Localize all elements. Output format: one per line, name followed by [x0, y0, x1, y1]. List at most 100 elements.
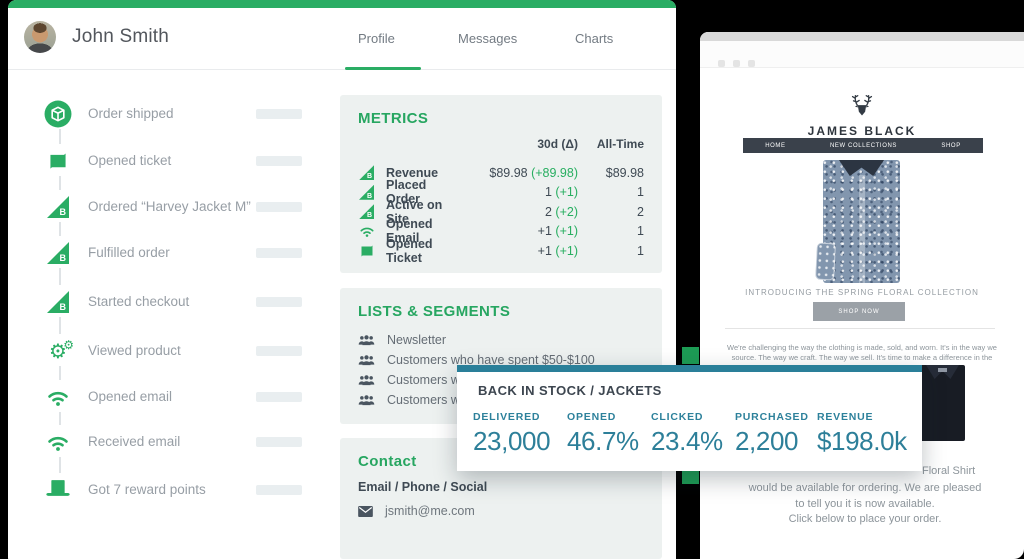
timeline-connector [59, 268, 61, 285]
campaign-title: BACK IN STOCK / JACKETS [478, 383, 662, 398]
timeline-event-label: Order shipped [88, 106, 174, 121]
gear-icon: ⚙ ⚙ [49, 338, 74, 363]
window-dot-icon [748, 60, 755, 67]
bigcommerce-icon [358, 164, 375, 181]
tab-messages[interactable]: Messages [458, 31, 518, 46]
timeline-event-label: Started checkout [88, 294, 190, 309]
timeline-event[interactable]: Received email [44, 426, 334, 456]
bigcommerce-icon [358, 203, 375, 220]
zendesk-icon [358, 242, 375, 259]
timestamp-placeholder [256, 248, 302, 258]
nav-new-collections[interactable]: NEW COLLECTIONS [829, 142, 897, 149]
timeline-event-label: Viewed product [88, 343, 181, 358]
contact-email[interactable]: jsmith@me.com [385, 504, 475, 518]
stat-purchased: PURCHASED 2,200 [735, 411, 809, 456]
timestamp-placeholder [256, 297, 302, 307]
lists-title: LISTS & SEGMENTS [358, 303, 511, 320]
timeline-event[interactable]: Got 7 reward points [44, 474, 334, 504]
window-dot-icon [718, 60, 725, 67]
timeline-event[interactable]: Order shipped [44, 98, 334, 128]
profile-header: John Smith Profile Messages Charts [8, 8, 676, 70]
timeline-event-label: Got 7 reward points [88, 482, 206, 497]
delta-value: (+1) [555, 185, 578, 200]
tab-profile[interactable]: Profile [358, 31, 395, 46]
timeline-event-label: Fulfilled order [88, 245, 170, 260]
envelope-icon [358, 505, 373, 517]
stat-opened: OPENED 46.7% [567, 411, 639, 456]
delta-value: (+89.98) [531, 165, 578, 180]
shirt-cuff [815, 242, 836, 281]
stag-logo-icon [851, 95, 873, 116]
timestamp-placeholder [256, 156, 302, 166]
background-accent [682, 347, 699, 364]
contact-title: Contact [358, 453, 417, 470]
timeline-event[interactable]: Ordered “Harvey Jacket M” [44, 191, 334, 221]
metrics-column-headers: 30d (Δ) All-Time [358, 137, 644, 151]
column-alltime: All-Time [596, 137, 644, 151]
contact-subtitle: Email / Phone / Social [358, 480, 488, 494]
metrics-card: METRICS 30d (Δ) All-Time Revenue $89.98 … [340, 95, 662, 273]
timeline-event-label: Ordered “Harvey Jacket M” [88, 199, 251, 214]
stat-delivered: DELIVERED 23,000 [473, 411, 551, 456]
wifi-icon [358, 223, 375, 240]
timeline-connector [59, 457, 61, 473]
page-title: John Smith [72, 26, 170, 47]
email-preview-window: JAMES BLACK HOME NEW COLLECTIONS SHOP IN… [700, 32, 1024, 559]
timeline-connector [59, 412, 61, 425]
timeline-event-label: Opened ticket [88, 153, 172, 168]
wifi-icon [44, 383, 72, 411]
list-item[interactable]: Newsletter [358, 330, 644, 350]
column-30d: 30d (Δ) [537, 137, 578, 151]
bigcommerce-icon [44, 193, 72, 221]
nav-home[interactable]: HOME [765, 142, 786, 149]
customer-profile-window: John Smith Profile Messages Charts Order… [8, 0, 676, 559]
hero-caption: INTRODUCING THE SPRING FLORAL COLLECTION [745, 288, 979, 297]
wifi-icon [44, 428, 72, 456]
metric-row: Opened Ticket +1 (+1) 1 [358, 237, 644, 265]
campaign-stats-card: BACK IN STOCK / JACKETS DELIVERED 23,000… [457, 365, 922, 471]
metric-row: Opened Email +1 (+1) 1 [358, 217, 644, 245]
timeline-connector [59, 129, 61, 144]
timeline-event[interactable]: Fulfilled order [44, 237, 334, 267]
group-icon [358, 394, 375, 405]
tab-charts[interactable]: Charts [575, 31, 614, 46]
timeline-connector [59, 222, 61, 236]
tophat-icon [44, 476, 72, 504]
timeline-connector [59, 366, 61, 380]
bigcommerce-icon [358, 184, 375, 201]
metric-row: Placed Order 1 (+1) 1 [358, 178, 644, 206]
window-title-bar [700, 32, 1024, 41]
stat-clicked: CLICKED 23.4% [651, 411, 723, 456]
avatar [24, 21, 56, 53]
shop-now-button[interactable]: SHOP NOW [813, 302, 905, 321]
nav-shop[interactable]: SHOP [941, 142, 961, 149]
stat-revenue: REVENUE $198.0k [817, 411, 907, 456]
timeline-event[interactable]: Opened ticket [44, 145, 334, 175]
timeline-event[interactable]: Started checkout [44, 286, 334, 316]
bigcommerce-icon [44, 239, 72, 267]
timeline-event-label: Opened email [88, 389, 173, 404]
timestamp-placeholder [256, 485, 302, 495]
group-icon [358, 354, 375, 365]
brand-logo-text: JAMES BLACK [807, 124, 917, 138]
shirt-label [938, 368, 947, 372]
brand-top-bar [8, 0, 676, 8]
delta-value: (+2) [555, 204, 578, 219]
timeline-event-label: Received email [88, 434, 181, 449]
zendesk-icon [44, 147, 72, 175]
group-icon [358, 374, 375, 385]
metrics-title: METRICS [358, 110, 429, 127]
timeline-event[interactable]: ⚙ ⚙ Viewed product [44, 335, 334, 365]
metric-row: Revenue $89.98 (+89.98) $89.98 [358, 163, 644, 183]
timestamp-placeholder [256, 202, 302, 212]
email-nav-bar: HOME NEW COLLECTIONS SHOP [743, 138, 983, 153]
timestamp-placeholder [256, 346, 302, 356]
bigcommerce-icon [44, 288, 72, 316]
timestamp-placeholder [256, 109, 302, 119]
list-item[interactable]: Customers who have spent $50-$100 [358, 350, 644, 370]
timeline-event[interactable]: Opened email [44, 381, 334, 411]
metric-row: Active on Site 2 (+2) 2 [358, 198, 644, 226]
stats-accent-bar [457, 365, 922, 372]
delta-value: (+1) [555, 243, 578, 258]
